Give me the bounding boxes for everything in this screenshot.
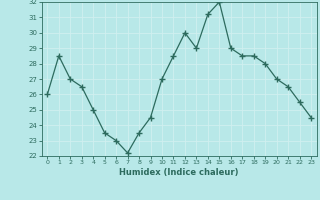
X-axis label: Humidex (Indice chaleur): Humidex (Indice chaleur)	[119, 168, 239, 177]
